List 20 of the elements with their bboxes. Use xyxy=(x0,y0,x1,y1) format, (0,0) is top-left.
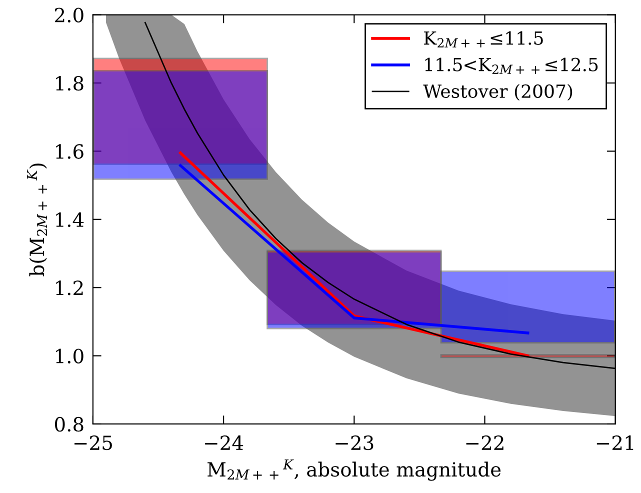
bar xyxy=(92,70,268,180)
x-tick-label: −23 xyxy=(336,435,374,450)
y-tick-label: 1.4 xyxy=(56,212,84,228)
legend-label: 11.5<K$_{2M++}$≤12.5 xyxy=(425,58,598,74)
x-tick-label: −24 xyxy=(205,435,244,450)
y-axis-title: b(M$_{2M++}$$^{K}$) xyxy=(26,164,47,276)
y-tick-label: 1.0 xyxy=(56,348,84,364)
y-tick-label: 0.8 xyxy=(54,416,84,432)
bar xyxy=(440,270,616,344)
bar xyxy=(440,354,616,358)
x-tick-label: −21 xyxy=(596,435,634,450)
x-axis-title: M$_{2M++}$$^{K}$, absolute magnitude xyxy=(208,459,501,481)
y-tick-label: 1.6 xyxy=(56,144,84,159)
x-tick-label: −25 xyxy=(74,435,112,450)
legend-label: K$_{2M++}$≤11.5 xyxy=(424,31,543,48)
y-tick-label: 1.2 xyxy=(56,280,83,296)
x-tick-label: −22 xyxy=(466,435,504,450)
legend-label: Westover (2007) xyxy=(423,84,572,101)
y-tick-label: 1.8 xyxy=(56,76,84,91)
y-tick-label: 2.0 xyxy=(55,8,84,22)
